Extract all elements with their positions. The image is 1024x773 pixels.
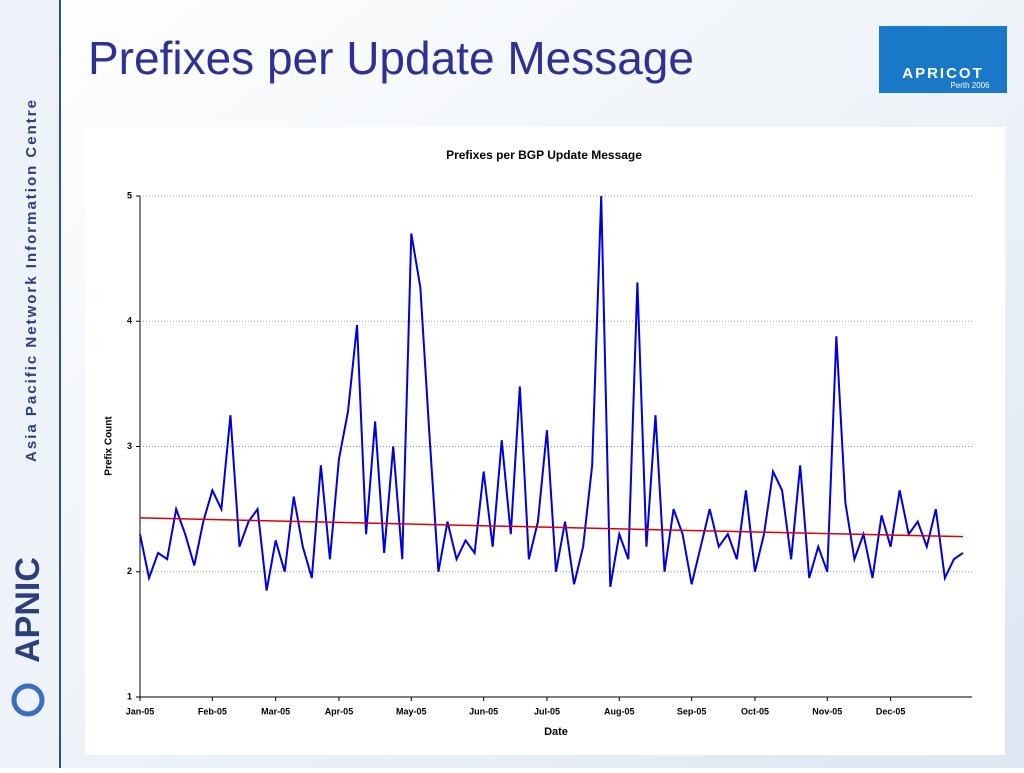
y-tick-label: 1: [127, 691, 132, 701]
x-tick-label: Sep-05: [677, 706, 707, 716]
event-logo: [879, 26, 1007, 93]
event-logo-name: APRICOT: [902, 65, 984, 82]
y-axis-label: Prefix Count: [104, 416, 115, 476]
sidebar-text: Asia Pacific Network Information Centre: [23, 98, 40, 462]
y-tick-label: 3: [127, 441, 132, 451]
event-logo-sub: Perth 2006: [950, 81, 990, 90]
x-tick-label: Feb-05: [198, 706, 227, 716]
x-tick-label: May-05: [396, 706, 427, 716]
x-tick-label: Nov-05: [812, 706, 842, 716]
x-tick-label: Jun-05: [469, 706, 498, 716]
x-tick-label: Jan-05: [126, 706, 155, 716]
x-tick-label: Mar-05: [261, 706, 290, 716]
trend-line: [139, 517, 963, 538]
x-tick-label: Apr-05: [325, 706, 354, 716]
x-tick-label: Jul-05: [534, 706, 560, 716]
chart-title: Prefixes per BGP Update Message: [446, 148, 642, 162]
slide-title: Prefixes per Update Message: [88, 32, 694, 84]
apnic-icon: [11, 683, 45, 717]
x-tick-label: Aug-05: [604, 706, 635, 716]
x-tick-label: Dec-05: [876, 706, 906, 716]
apnic-logo: APNIC: [9, 557, 47, 663]
y-tick-label: 4: [127, 316, 132, 326]
x-axis-label: Date: [544, 726, 568, 738]
y-tick-label: 2: [127, 566, 132, 576]
x-tick-label: Oct-05: [741, 706, 769, 716]
data-line: [139, 195, 964, 591]
y-tick-label: 5: [127, 190, 132, 200]
sidebar: [0, 0, 60, 768]
